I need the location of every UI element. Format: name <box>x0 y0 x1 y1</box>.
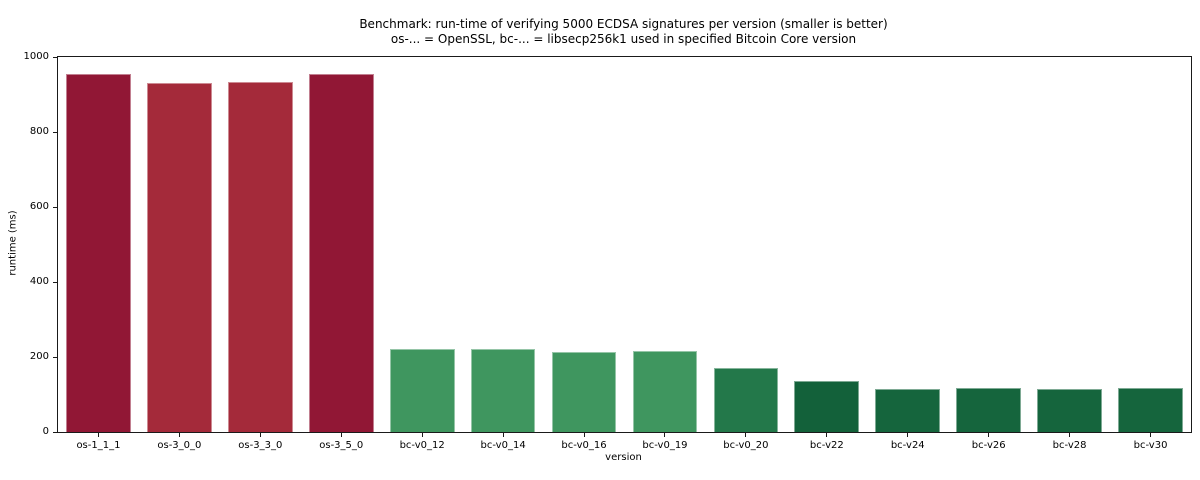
bar-os-1_1_1 <box>66 73 131 432</box>
bar-bc-v0_16 <box>551 352 617 432</box>
x-tick-label-bc-v30: bc-v30 <box>1133 440 1168 451</box>
x-tick-label-os-3_3_0: os-3_3_0 <box>238 440 283 451</box>
x-tick-mark <box>259 433 261 437</box>
x-tick-label-os-3_0_0: os-3_0_0 <box>157 440 202 451</box>
bar-bc-v22 <box>794 380 860 432</box>
x-tick-mark <box>502 433 504 437</box>
plot-area: 0 200 400 600 800 1000 os-1_1_1 os-3_0_0 os-3_3_… <box>24 51 1192 451</box>
x-tick-mark <box>988 433 990 437</box>
bar-os-3_5_0 <box>308 74 374 432</box>
chart-subtitle: os-... = OpenSSL, bc-... = libsecp256k1 … <box>390 32 857 46</box>
bar-os-3_0_0 <box>147 83 212 432</box>
x-tick-label-bc-v26: bc-v26 <box>971 440 1006 451</box>
y-tick-mark <box>53 206 57 208</box>
x-tick-mark <box>826 433 828 437</box>
x-tick-mark <box>907 433 909 437</box>
bar-bc-v30 <box>1118 388 1183 432</box>
x-tick-label-bc-v0_12: bc-v0_12 <box>399 440 445 451</box>
chart-title: Benchmark: run-time of verifying 5000 EC… <box>359 17 888 31</box>
y-tick-label: 600 <box>29 201 49 212</box>
x-tick-label-bc-v24: bc-v24 <box>890 440 925 451</box>
x-tick-mark <box>745 433 747 437</box>
x-tick-mark <box>583 433 585 437</box>
x-tick-label-bc-v22: bc-v22 <box>809 440 844 451</box>
y-tick-label: 400 <box>29 276 49 287</box>
bar-bc-v0_19 <box>632 350 698 432</box>
x-tick-mark <box>421 433 423 437</box>
x-tick-label-bc-v0_19: bc-v0_19 <box>642 440 688 451</box>
y-tick-mark <box>53 56 57 58</box>
bar-os-3_3_0 <box>227 82 293 432</box>
y-tick-mark <box>53 431 57 433</box>
x-tick-label-os-3_5_0: os-3_5_0 <box>319 440 364 451</box>
y-tick-mark <box>53 281 57 283</box>
x-tick-label-os-1_1_1: os-1_1_1 <box>76 440 121 451</box>
bar-bc-v26 <box>956 388 1022 432</box>
x-tick-mark <box>664 433 666 437</box>
x-tick-mark <box>1069 433 1071 437</box>
x-tick-label-bc-v0_14: bc-v0_14 <box>480 440 526 451</box>
bar-bc-v0_20 <box>713 368 779 432</box>
y-tick-label: 1000 <box>23 51 49 62</box>
x-tick-label-bc-v0_20: bc-v0_20 <box>723 440 769 451</box>
y-tick-mark <box>53 356 57 358</box>
bar-bc-v24 <box>875 388 941 432</box>
x-tick-mark <box>178 433 180 437</box>
x-tick-label-bc-v28: bc-v28 <box>1052 440 1087 451</box>
y-axis-label: runtime (ms) <box>7 210 19 276</box>
bar-bc-v0_14 <box>470 349 536 432</box>
bar-bc-v0_12 <box>389 349 455 432</box>
chart-title-block: Benchmark: run-time of verifying 5000 EC… <box>57 17 1190 47</box>
x-tick-mark <box>1150 433 1152 437</box>
x-tick-mark <box>97 433 99 437</box>
y-tick-mark <box>53 131 57 133</box>
y-tick-label: 0 <box>42 426 49 437</box>
x-tick-mark <box>340 433 342 437</box>
y-tick-label: 200 <box>29 351 49 362</box>
bar-bc-v28 <box>1037 388 1102 432</box>
y-tick-label: 800 <box>29 126 49 137</box>
x-tick-label-bc-v0_16: bc-v0_16 <box>561 440 607 451</box>
x-axis-label: version <box>605 452 642 463</box>
